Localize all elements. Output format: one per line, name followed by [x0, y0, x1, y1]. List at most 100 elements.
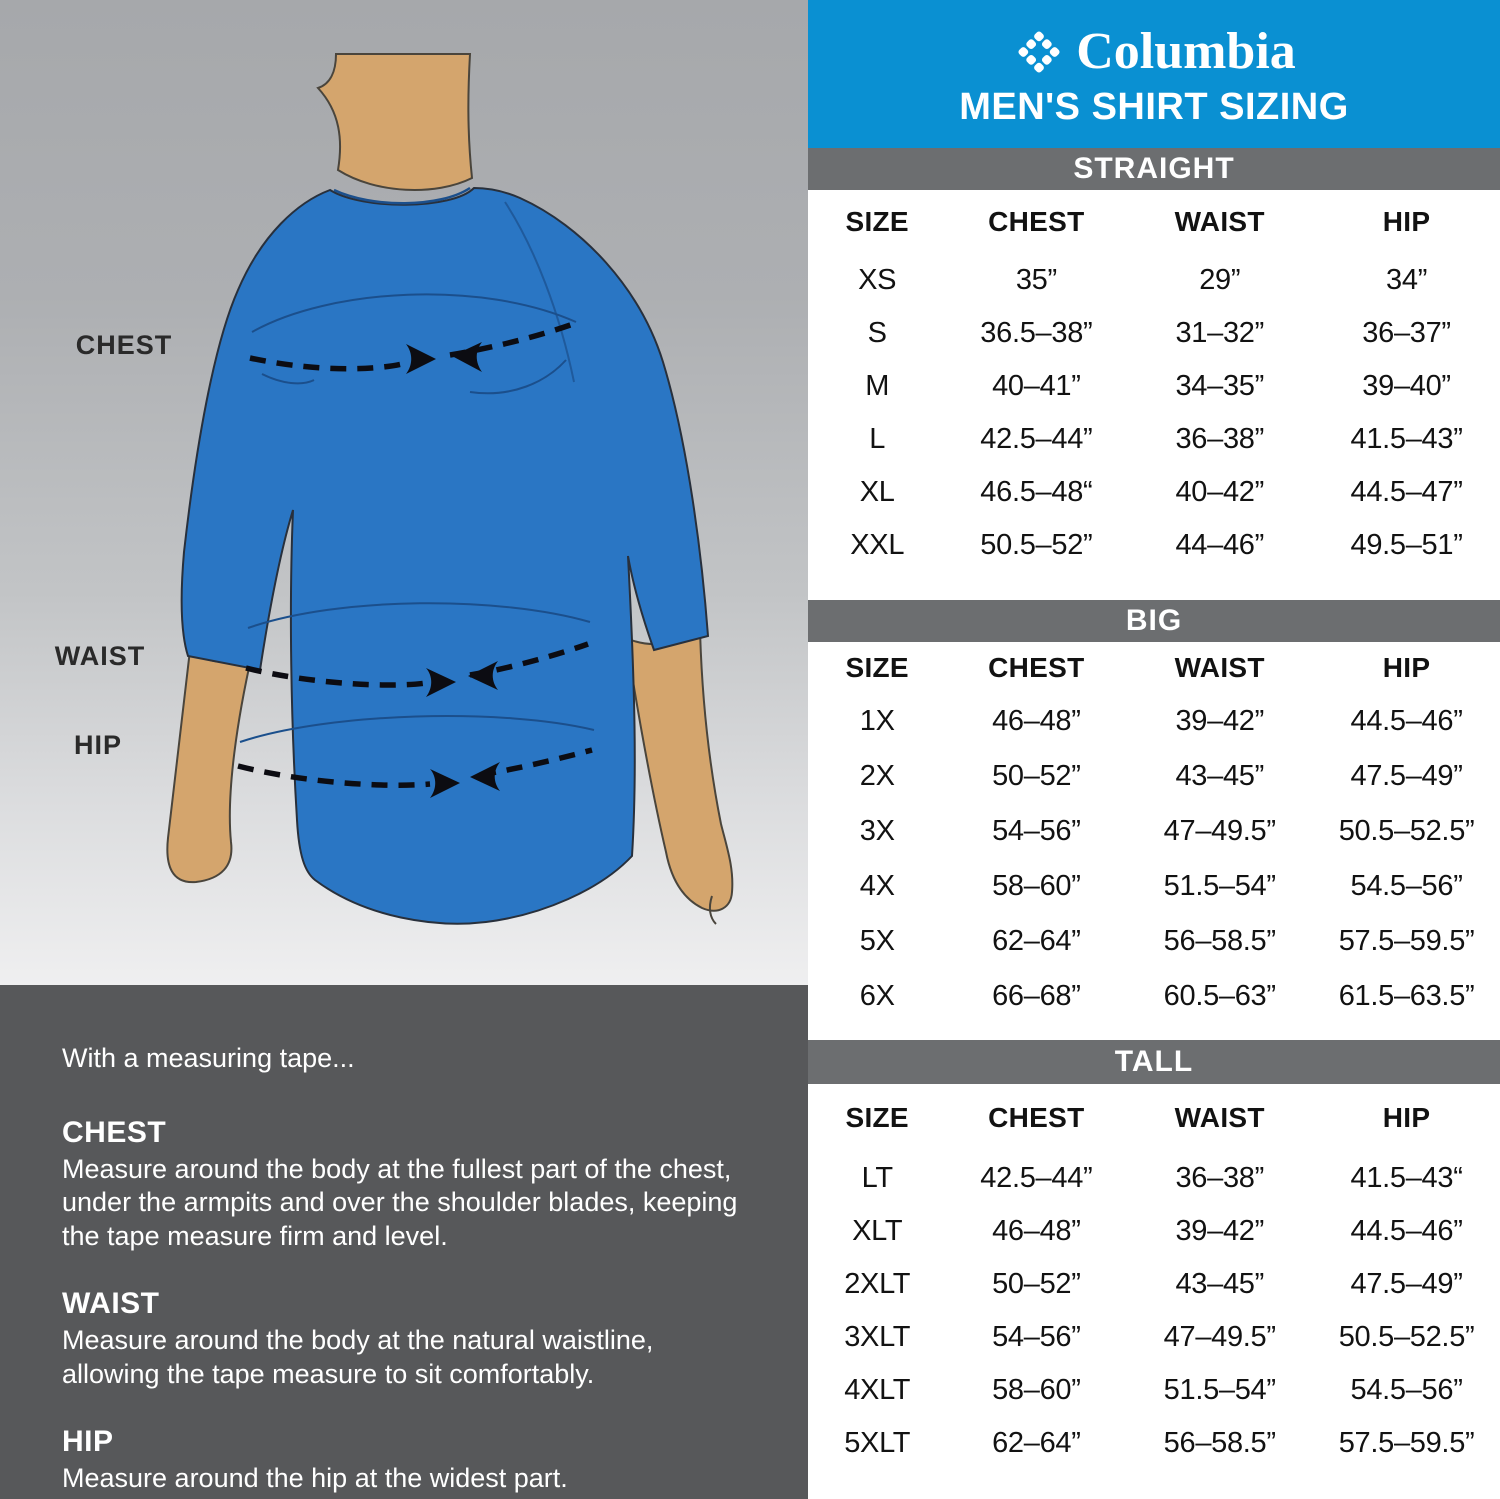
section-header: TALL	[808, 1040, 1500, 1084]
tshirt-collar-seam	[333, 186, 471, 205]
hip-cell: 39–40”	[1362, 370, 1451, 402]
chest-cell: 58–60”	[992, 1374, 1081, 1406]
chest-cell: 36.5–38”	[980, 317, 1093, 349]
size-cell: 2XLT	[844, 1268, 911, 1300]
instructions-intro: With a measuring tape...	[62, 1043, 355, 1073]
size-cell: 3XLT	[844, 1321, 911, 1353]
hip-cell: 47.5–49”	[1350, 760, 1463, 792]
chest-cell: 42.5–44”	[980, 1162, 1093, 1194]
hip-cell: 47.5–49”	[1350, 1268, 1463, 1300]
table-header-row: SIZE CHEST WAIST HIP	[808, 190, 1500, 254]
size-tables: STRAIGHT SIZE CHEST WAIST HIP XS 35” 29”…	[808, 148, 1500, 1470]
hip-cell: 50.5–52.5”	[1338, 815, 1475, 847]
waist-arrow-right-icon	[426, 668, 456, 697]
chest-cell: 42.5–44”	[980, 423, 1093, 455]
measuring-instructions: With a measuring tape... CHEST Measure a…	[0, 985, 808, 1499]
size-cell: M	[865, 370, 890, 402]
section-header: BIG	[808, 600, 1500, 642]
waist-label: WAIST	[55, 641, 146, 671]
chest-arrow-left-icon	[452, 342, 482, 372]
waist-cell: 47–49.5”	[1163, 1321, 1276, 1353]
waist-cell: 36–38”	[1175, 1162, 1264, 1194]
size-table: SIZE CHEST WAIST HIP 1X 46–48” 39–42” 44…	[808, 642, 1500, 1024]
chest-arrow-right-icon	[406, 344, 436, 374]
size-cell: 5XLT	[844, 1427, 911, 1459]
chest-cell: 62–64”	[992, 925, 1081, 957]
column-header-size: SIZE	[845, 1102, 909, 1133]
waist-cell: 60.5–63”	[1163, 980, 1276, 1012]
chest-cell: 46.5–48“	[980, 476, 1093, 508]
waist-cell: 47–49.5”	[1163, 815, 1276, 847]
instruction-body: Measure around the body at the natural w…	[62, 1325, 654, 1389]
size-cell: 1X	[859, 705, 895, 737]
chest-cell: 54–56”	[992, 815, 1081, 847]
chest-cell: 50.5–52”	[980, 529, 1093, 561]
waist-cell: 36–38”	[1175, 423, 1264, 455]
size-cell: XS	[858, 264, 897, 296]
table-row: LT 42.5–44” 36–38” 41.5–43“	[808, 1152, 1500, 1205]
waist-cell: 51.5–54”	[1163, 870, 1276, 902]
size-cell: 3X	[859, 815, 895, 847]
size-cell: XLT	[852, 1215, 903, 1247]
figure-hand-finger-line	[708, 895, 717, 925]
waist-cell: 34–35”	[1175, 370, 1264, 402]
size-cell: 2X	[859, 760, 895, 792]
hip-girth-arc	[239, 715, 595, 743]
hip-cell: 54.5–56”	[1350, 870, 1463, 902]
table-header-row: SIZE CHEST WAIST HIP	[808, 642, 1500, 694]
column-header-hip: HIP	[1382, 652, 1431, 683]
hip-cell: 41.5–43”	[1350, 423, 1463, 455]
table-row: XXL 50.5–52” 44–46” 49.5–51”	[808, 519, 1500, 572]
chest-wrinkle-arc-2	[469, 359, 567, 395]
size-table: SIZE CHEST WAIST HIP XS 35” 29” 34” S 36…	[808, 190, 1500, 572]
instruction-body: Measure around the hip at the widest par…	[62, 1463, 568, 1494]
waist-measure-line-left	[245, 665, 427, 688]
fit-illustration: CHEST WAIST HIP	[0, 0, 808, 985]
chest-cell: 35”	[1015, 264, 1057, 296]
column-header-chest: CHEST	[988, 206, 1085, 237]
table-row: 4X 58–60” 51.5–54” 54.5–56”	[808, 859, 1500, 914]
chest-cell: 66–68”	[992, 980, 1081, 1012]
table-header-row: SIZE CHEST WAIST HIP	[808, 1084, 1500, 1152]
figure-neck	[316, 53, 474, 191]
hip-cell: 44.5–46”	[1350, 705, 1463, 737]
table-row: 3XLT 54–56” 47–49.5” 50.5–52.5”	[808, 1311, 1500, 1364]
table-row: M 40–41” 34–35” 39–40”	[808, 360, 1500, 413]
waist-cell: 43–45”	[1175, 760, 1264, 792]
waist-cell: 43–45”	[1175, 1268, 1264, 1300]
table-row: 2XLT 50–52” 43–45” 47.5–49”	[808, 1258, 1500, 1311]
instruction-body: Measure around the body at the fullest p…	[62, 1154, 738, 1251]
size-cell: S	[867, 317, 887, 349]
hip-measure-line-left	[237, 763, 431, 788]
table-row: 2X 50–52” 43–45” 47.5–49”	[808, 749, 1500, 804]
hip-cell: 57.5–59.5”	[1338, 1427, 1475, 1459]
hip-cell: 44.5–46”	[1350, 1215, 1463, 1247]
table-row: S 36.5–38” 31–32” 36–37”	[808, 307, 1500, 360]
table-row: L 42.5–44” 36–38” 41.5–43”	[808, 413, 1500, 466]
waist-cell: 56–58.5”	[1163, 1427, 1276, 1459]
chest-cell: 54–56”	[992, 1321, 1081, 1353]
column-header-chest: CHEST	[988, 652, 1085, 683]
page-title: MEN'S SHIRT SIZING	[959, 85, 1349, 128]
size-cell: XXL	[850, 529, 905, 561]
waist-cell: 39–42”	[1175, 705, 1264, 737]
hip-cell: 34”	[1386, 264, 1428, 296]
hip-arrow-right-icon	[430, 769, 460, 798]
size-cell: L	[869, 423, 886, 455]
instruction-heading: HIP	[62, 1425, 114, 1459]
size-cell: 6X	[859, 980, 895, 1012]
column-header-size: SIZE	[845, 206, 909, 237]
column-header-hip: HIP	[1382, 206, 1431, 237]
chest-label: CHEST	[76, 330, 173, 360]
size-cell: 4XLT	[844, 1374, 911, 1406]
table-row: 1X 46–48” 39–42” 44.5–46”	[808, 694, 1500, 749]
hip-cell: 61.5–63.5”	[1338, 980, 1475, 1012]
table-row: XL 46.5–48“ 40–42” 44.5–47”	[808, 466, 1500, 519]
chest-cell: 46–48”	[992, 705, 1081, 737]
hip-arrow-left-icon	[470, 762, 500, 791]
chest-measure-line-left	[249, 355, 407, 372]
waist-cell: 44–46”	[1175, 529, 1264, 561]
size-section: STRAIGHT SIZE CHEST WAIST HIP XS 35” 29”…	[808, 148, 1500, 572]
size-table: SIZE CHEST WAIST HIP LT 42.5–44” 36–38” …	[808, 1084, 1500, 1470]
